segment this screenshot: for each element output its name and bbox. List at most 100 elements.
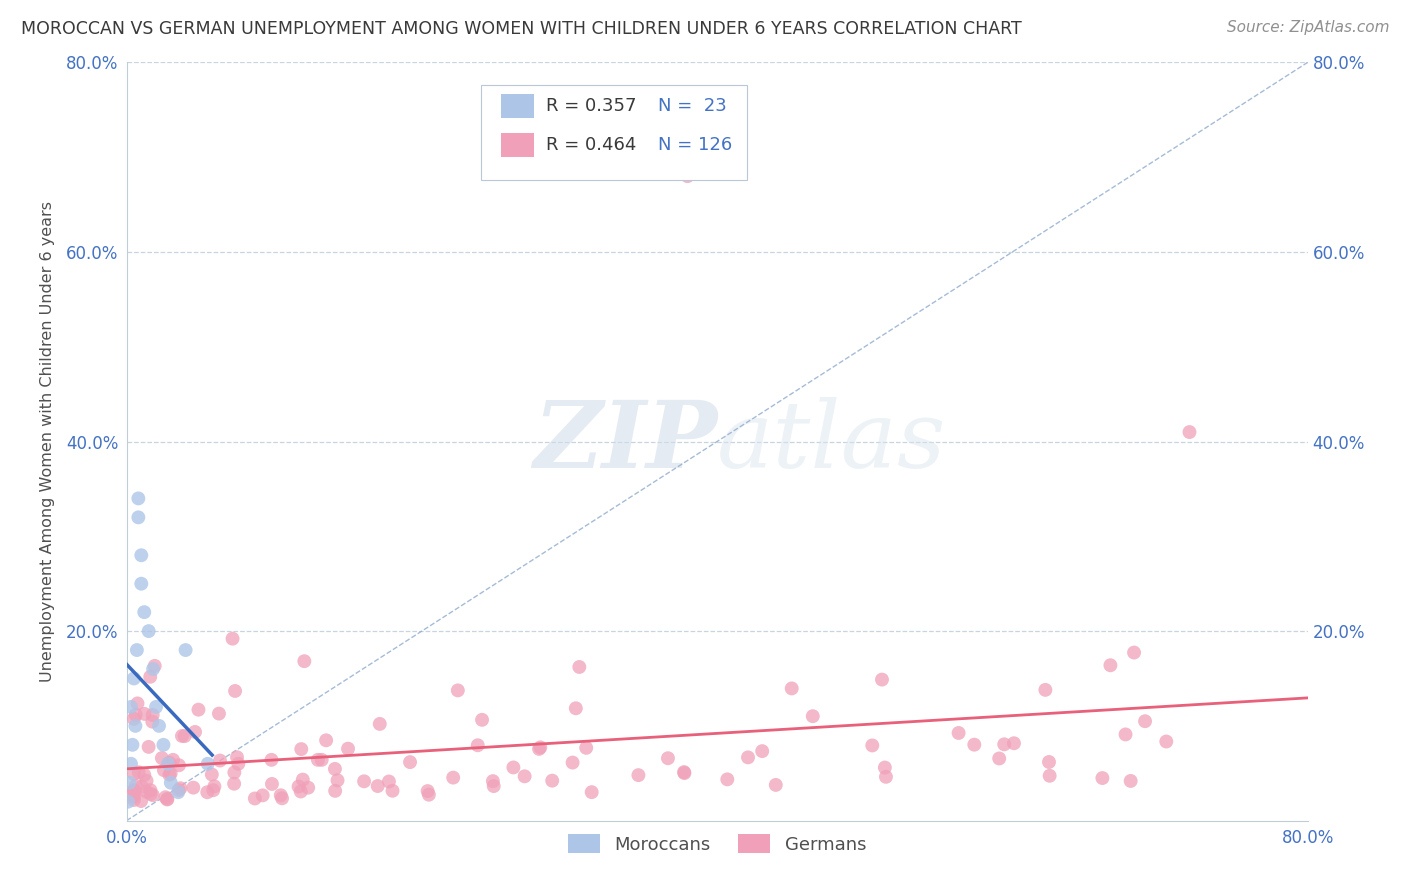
Point — [167, 783, 190, 797]
Point — [173, 729, 195, 743]
Point — [1002, 736, 1025, 750]
Point — [716, 772, 738, 787]
Point — [134, 605, 156, 619]
Point — [568, 660, 591, 674]
Point — [169, 781, 191, 796]
Point — [737, 750, 759, 764]
Point — [160, 776, 183, 790]
Point — [226, 750, 249, 764]
Point — [121, 738, 143, 752]
Point — [120, 699, 142, 714]
Point — [399, 755, 422, 769]
Point — [139, 670, 162, 684]
Point — [287, 780, 309, 794]
Point — [765, 778, 787, 792]
Bar — [501, 94, 534, 118]
Point — [860, 739, 883, 753]
Point — [122, 672, 145, 686]
Point — [292, 654, 315, 668]
Point — [197, 756, 219, 771]
Point — [202, 780, 225, 794]
Point — [627, 768, 650, 782]
Point — [948, 726, 970, 740]
Point — [243, 791, 266, 805]
Point — [153, 763, 176, 777]
Point — [561, 756, 583, 770]
Point — [139, 787, 162, 801]
Point — [1133, 714, 1156, 729]
Point — [150, 751, 173, 765]
Point — [416, 784, 439, 798]
Point — [124, 707, 146, 722]
Text: R = 0.464: R = 0.464 — [546, 136, 636, 154]
Point — [441, 771, 464, 785]
Point — [145, 699, 167, 714]
Point — [195, 785, 218, 799]
Text: MOROCCAN VS GERMAN UNEMPLOYMENT AMONG WOMEN WITH CHILDREN UNDER 6 YEARS CORRELAT: MOROCCAN VS GERMAN UNEMPLOYMENT AMONG WO… — [21, 20, 1022, 37]
Point — [139, 783, 162, 797]
Point — [1038, 755, 1060, 769]
Point — [122, 789, 145, 804]
Text: N =  23: N = 23 — [658, 96, 727, 115]
Point — [368, 717, 391, 731]
Point — [148, 719, 170, 733]
Point — [156, 792, 179, 806]
Point — [307, 753, 329, 767]
Point — [1156, 734, 1178, 748]
Point — [122, 712, 145, 726]
Point — [155, 790, 177, 805]
Point — [142, 789, 165, 803]
Point — [993, 737, 1015, 751]
Point — [127, 510, 149, 524]
Point — [1035, 682, 1057, 697]
Point — [208, 754, 231, 768]
Point — [129, 576, 153, 591]
Point — [221, 632, 243, 646]
Point — [467, 738, 489, 752]
Point — [271, 791, 294, 805]
Point — [513, 769, 536, 783]
Point — [676, 169, 699, 184]
Point — [875, 770, 897, 784]
Point — [125, 779, 148, 793]
Point — [378, 774, 401, 789]
Point — [208, 706, 231, 721]
Point — [657, 751, 679, 765]
Point — [129, 548, 153, 563]
Point — [157, 768, 180, 782]
Point — [156, 756, 179, 771]
Point — [291, 772, 314, 787]
Point — [673, 766, 696, 780]
Point — [337, 741, 360, 756]
Point — [162, 753, 184, 767]
Point — [134, 706, 156, 721]
Point — [260, 777, 283, 791]
FancyBboxPatch shape — [481, 85, 747, 180]
Point — [565, 701, 588, 715]
Point — [780, 681, 803, 696]
Point — [128, 765, 150, 780]
Point — [1091, 771, 1114, 785]
Point — [575, 740, 598, 755]
Point — [120, 756, 142, 771]
Point — [326, 773, 349, 788]
Point — [581, 785, 603, 799]
Point — [129, 794, 152, 808]
Point — [142, 708, 165, 723]
Point — [482, 779, 505, 793]
Point — [502, 760, 524, 774]
Point — [135, 773, 157, 788]
Point — [122, 793, 145, 807]
Text: Source: ZipAtlas.com: Source: ZipAtlas.com — [1226, 20, 1389, 35]
Point — [141, 714, 163, 729]
Point — [1178, 425, 1201, 439]
Point — [184, 725, 207, 739]
Point — [138, 739, 160, 754]
Point — [482, 774, 505, 789]
Point — [187, 703, 209, 717]
Point — [127, 491, 149, 506]
Point — [135, 785, 157, 799]
Point — [751, 744, 773, 758]
Point — [471, 713, 494, 727]
Point — [117, 795, 139, 809]
